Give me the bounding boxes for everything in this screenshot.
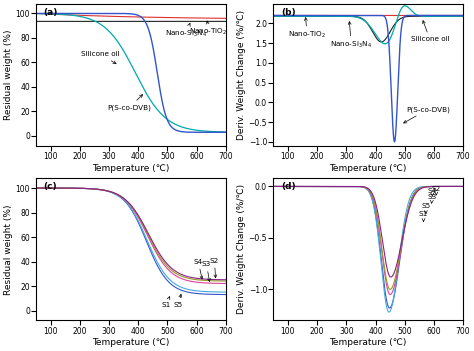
X-axis label: Temperature (℃): Temperature (℃) (92, 164, 170, 173)
Y-axis label: Deriv. Weight Change (%/℃): Deriv. Weight Change (%/℃) (237, 9, 246, 140)
Text: S4: S4 (428, 188, 437, 197)
Text: S4: S4 (194, 259, 203, 279)
Y-axis label: Deriv. Weight Change (%/℃): Deriv. Weight Change (%/℃) (237, 184, 246, 314)
Text: P(S-co-DVB): P(S-co-DVB) (108, 94, 152, 111)
Text: Nano-TiO$_2$: Nano-TiO$_2$ (190, 21, 228, 38)
Text: (d): (d) (281, 183, 296, 192)
Text: (b): (b) (281, 8, 296, 17)
Text: Silicone oil: Silicone oil (410, 21, 449, 42)
Text: Nano-Si$_3$N$_4$: Nano-Si$_3$N$_4$ (330, 21, 372, 50)
Text: S1: S1 (419, 211, 428, 221)
Y-axis label: Residual weight (%): Residual weight (%) (4, 29, 13, 120)
Text: S2: S2 (432, 186, 441, 195)
Text: S3: S3 (202, 261, 211, 282)
Text: (a): (a) (44, 8, 58, 17)
X-axis label: Temperature (℃): Temperature (℃) (92, 338, 170, 347)
Text: S5: S5 (421, 203, 430, 213)
Text: Nano-TiO$_2$: Nano-TiO$_2$ (288, 18, 326, 40)
Text: S2: S2 (210, 258, 219, 278)
Text: (c): (c) (44, 183, 57, 192)
Text: S3: S3 (428, 194, 437, 203)
Y-axis label: Residual weight (%): Residual weight (%) (4, 204, 13, 294)
Text: S1: S1 (162, 297, 171, 308)
X-axis label: Temperature (℃): Temperature (℃) (329, 338, 407, 347)
X-axis label: Temperature (℃): Temperature (℃) (329, 164, 407, 173)
Text: S5: S5 (174, 294, 183, 308)
Text: Nano-Si$_3$N$_4$: Nano-Si$_3$N$_4$ (164, 24, 207, 39)
Text: P(S-co-DVB): P(S-co-DVB) (404, 106, 450, 123)
Text: Silicone oil: Silicone oil (82, 51, 120, 64)
